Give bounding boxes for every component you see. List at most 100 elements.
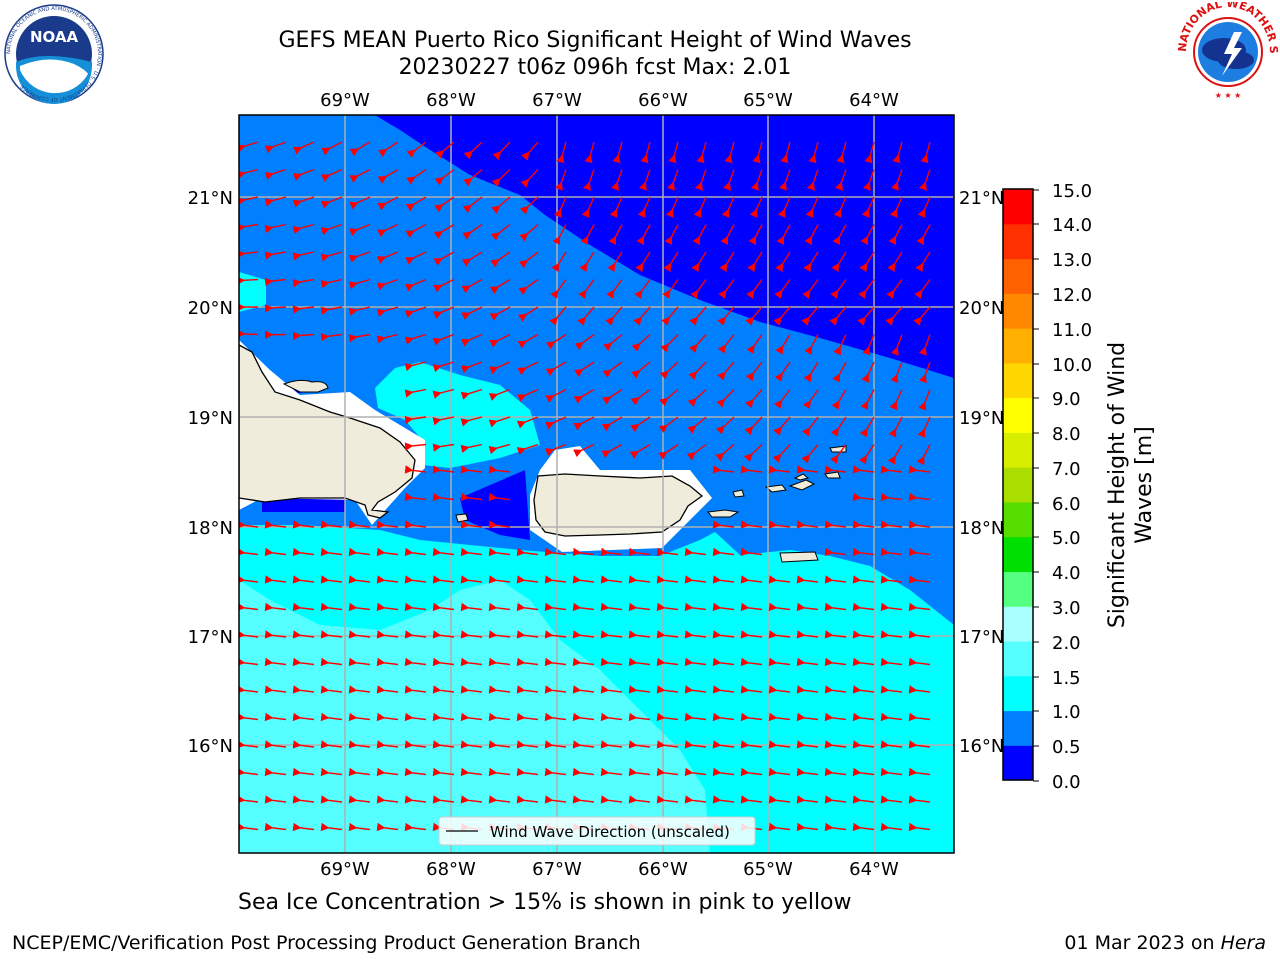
wave-direction-arrow bbox=[239, 250, 259, 259]
wave-direction-arrow bbox=[858, 444, 875, 465]
wave-direction-arrow bbox=[404, 685, 427, 694]
lat-label-left: 17°N bbox=[188, 627, 233, 648]
wave-direction-arrow bbox=[824, 767, 847, 777]
wave-direction-arrow bbox=[521, 141, 539, 161]
wave-direction-arrow bbox=[406, 168, 427, 185]
wave-direction-arrow bbox=[880, 822, 903, 832]
wave-direction-arrow bbox=[740, 602, 763, 612]
wave-direction-arrow bbox=[913, 306, 931, 326]
wave-direction-arrow bbox=[852, 657, 875, 667]
wave-direction-arrow bbox=[553, 196, 567, 218]
wave-direction-arrow bbox=[600, 602, 623, 612]
wave-direction-arrow bbox=[745, 361, 763, 382]
wave-direction-arrow bbox=[666, 169, 679, 191]
wave-direction-arrow bbox=[852, 795, 875, 804]
wave-direction-arrow bbox=[631, 361, 651, 379]
wave-direction-arrow bbox=[610, 169, 623, 191]
wave-direction-arrow bbox=[658, 443, 679, 460]
wave-direction-arrow bbox=[264, 547, 287, 557]
wave-direction-arrow bbox=[768, 767, 791, 777]
wave-direction-arrow bbox=[774, 361, 791, 382]
colorbar-segment bbox=[1003, 362, 1033, 399]
wave-direction-arrow bbox=[516, 657, 539, 667]
wave-direction-arrow bbox=[600, 630, 623, 639]
wave-direction-arrow bbox=[824, 630, 847, 639]
wave-direction-arrow bbox=[684, 575, 707, 584]
wave-direction-arrow bbox=[806, 169, 819, 191]
wave-direction-arrow bbox=[830, 279, 847, 299]
wave-direction-arrow bbox=[852, 602, 875, 612]
wave-direction-arrow bbox=[264, 712, 287, 722]
wave-direction-arrow bbox=[545, 388, 567, 403]
wave-direction-arrow bbox=[377, 223, 399, 238]
wave-direction-arrow bbox=[460, 712, 483, 722]
wave-direction-arrow bbox=[690, 279, 707, 299]
wave-direction-arrow bbox=[712, 795, 735, 804]
wave-direction-arrow bbox=[686, 443, 707, 461]
wave-direction-arrow bbox=[572, 767, 595, 777]
wave-direction-arrow bbox=[433, 306, 455, 319]
wave-direction-arrow bbox=[600, 795, 623, 804]
wave-direction-arrow bbox=[834, 169, 847, 191]
wave-direction-arrow bbox=[722, 169, 735, 191]
wave-direction-arrow bbox=[519, 223, 539, 242]
wave-direction-arrow bbox=[886, 279, 903, 299]
wave-direction-arrow bbox=[348, 602, 371, 612]
wave-direction-arrow bbox=[796, 767, 819, 777]
wave-direction-arrow bbox=[556, 141, 567, 164]
wave-direction-arrow bbox=[612, 141, 623, 164]
wave-direction-arrow bbox=[633, 306, 651, 326]
wave-direction-arrow bbox=[376, 767, 399, 777]
wave-direction-arrow bbox=[796, 795, 819, 804]
wave-direction-arrow bbox=[264, 602, 287, 612]
wave-direction-arrow bbox=[712, 602, 735, 612]
wave-direction-arrow bbox=[908, 712, 931, 722]
noaa-logo-text: NOAA bbox=[30, 28, 79, 46]
wave-direction-arrow bbox=[321, 168, 343, 182]
wave-direction-arrow bbox=[404, 388, 427, 398]
wave-direction-arrow bbox=[721, 196, 735, 218]
wave-direction-arrow bbox=[656, 575, 679, 584]
wave-direction-arrow bbox=[544, 685, 567, 694]
wave-direction-arrow bbox=[517, 361, 539, 376]
wave-direction-arrow bbox=[581, 196, 595, 218]
wave-direction-arrow bbox=[516, 602, 539, 612]
wave-direction-arrow bbox=[606, 279, 623, 299]
colorbar-tick: 1.5 bbox=[1052, 668, 1081, 689]
lon-label-bottom: 68°W bbox=[426, 859, 476, 880]
wave-direction-arrow bbox=[712, 657, 735, 667]
wave-direction-arrow bbox=[888, 416, 903, 438]
wave-direction-arrow bbox=[239, 767, 259, 777]
wave-direction-arrow bbox=[404, 442, 427, 451]
wave-direction-arrow bbox=[600, 740, 623, 749]
wave-direction-arrow bbox=[629, 443, 651, 459]
wave-direction-arrow bbox=[852, 685, 875, 694]
wave-direction-arrow bbox=[628, 575, 651, 584]
wave-direction-arrow bbox=[321, 141, 343, 156]
wave-direction-arrow bbox=[488, 630, 511, 639]
lon-label-bottom: 69°W bbox=[320, 859, 370, 880]
colorbar-tick: 4.0 bbox=[1052, 563, 1081, 584]
wave-direction-arrow bbox=[376, 795, 399, 804]
wave-direction-arrow bbox=[239, 196, 259, 206]
wave-direction-arrow bbox=[546, 333, 567, 350]
wave-direction-arrow bbox=[717, 306, 735, 326]
wave-direction-arrow bbox=[239, 276, 259, 285]
wave-direction-arrow bbox=[628, 602, 651, 612]
wave-direction-arrow bbox=[376, 740, 399, 749]
lat-label-right: 16°N bbox=[959, 736, 1004, 757]
land-puerto-rico bbox=[533, 473, 704, 537]
wave-direction-arrow bbox=[908, 795, 931, 804]
wave-direction-arrow bbox=[908, 657, 931, 667]
wave-direction-arrow bbox=[659, 361, 679, 380]
wave-direction-arrow bbox=[719, 251, 735, 273]
lat-label-right: 20°N bbox=[959, 298, 1004, 319]
wave-direction-arrow bbox=[549, 306, 567, 326]
wave-direction-arrow bbox=[463, 141, 483, 160]
wave-direction-arrow bbox=[796, 822, 819, 832]
wave-direction-arrow bbox=[463, 168, 483, 187]
wave-direction-arrow bbox=[744, 416, 763, 436]
wave-direction-arrow bbox=[432, 416, 455, 426]
colorbar-segment bbox=[1003, 710, 1033, 746]
wave-direction-arrow bbox=[880, 520, 903, 529]
